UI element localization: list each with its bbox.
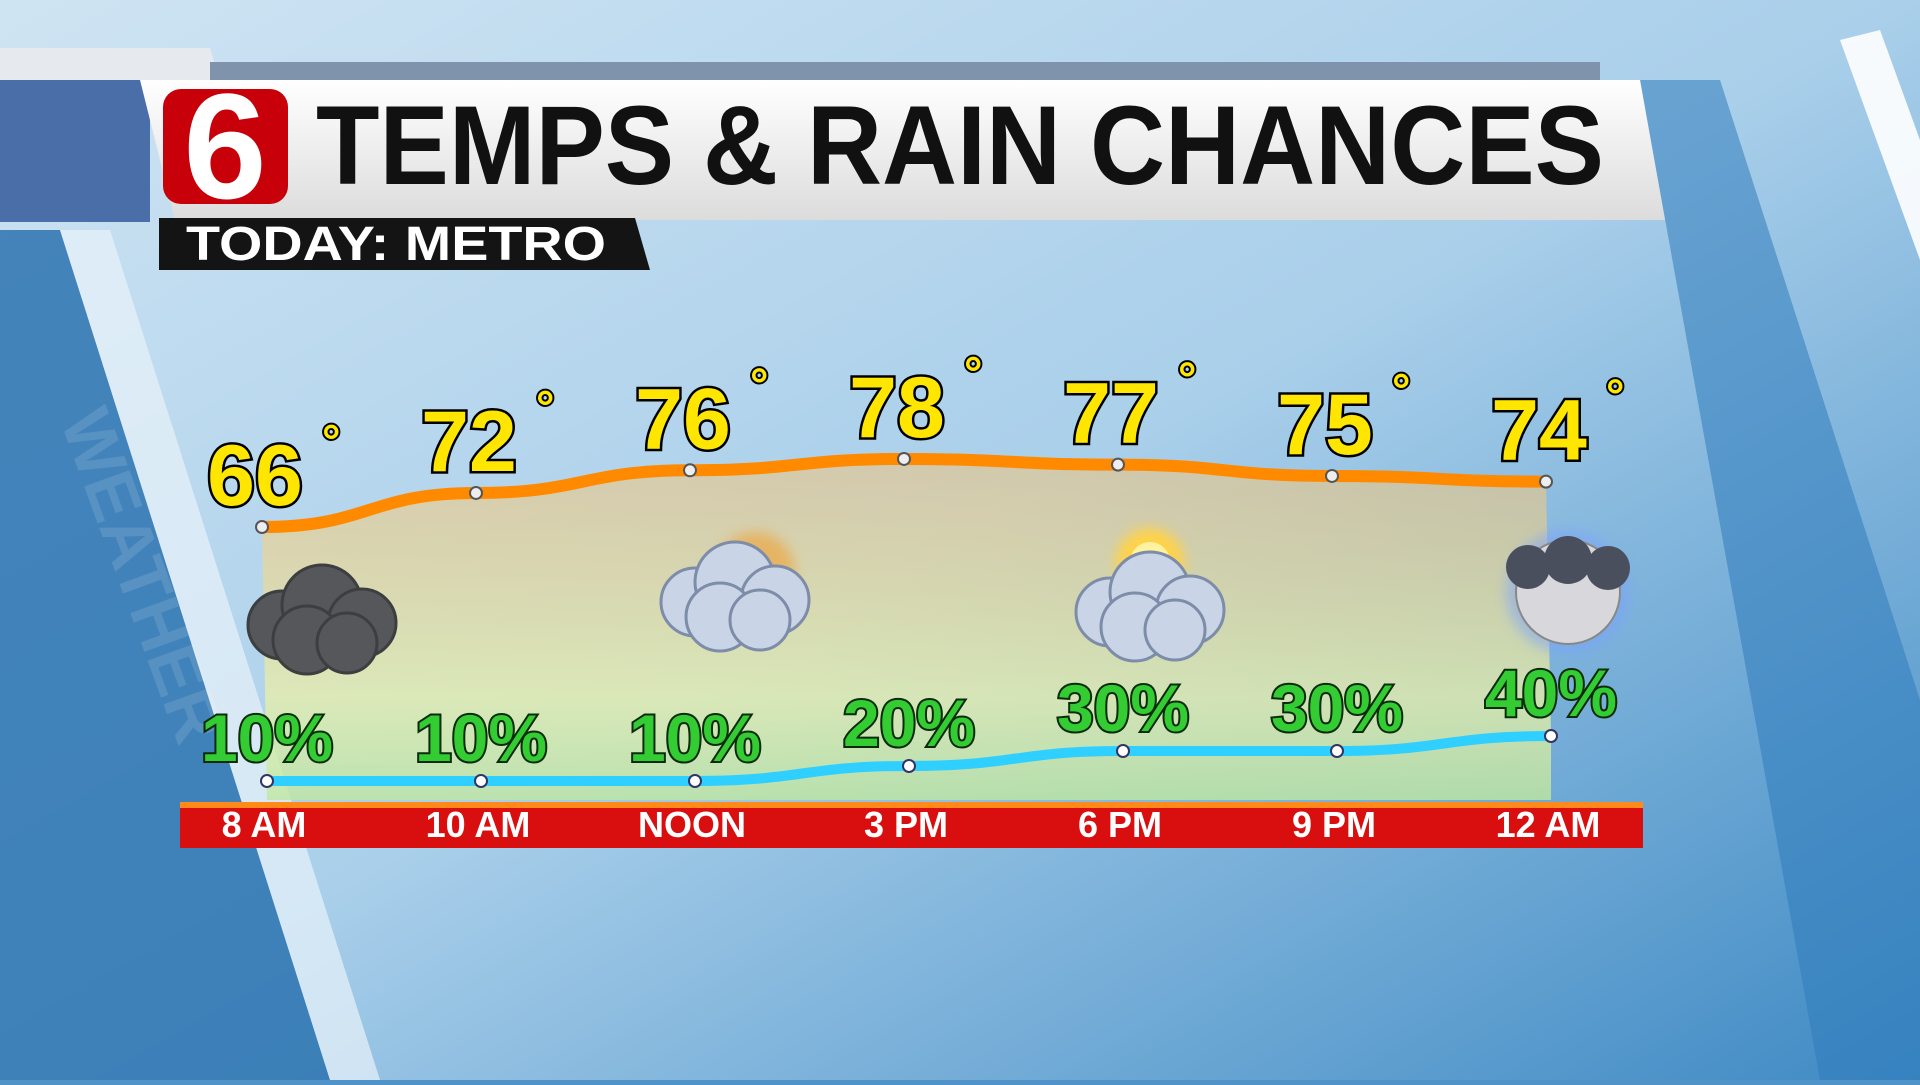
partly-cloudy-night-icon [1506, 530, 1630, 654]
time-labels: 8 AM 10 AM NOON 3 PM 6 PM 9 PM 12 AM [222, 804, 1601, 845]
station-logo: 6 [163, 62, 288, 230]
temp-label: 76 [635, 371, 731, 467]
temp-point [683, 463, 697, 478]
logo-text: 6 [183, 62, 266, 230]
left-stripe-light [60, 230, 380, 1080]
header-top-tab [0, 48, 220, 80]
time-label: NOON [638, 804, 746, 845]
time-label: 12 AM [1496, 804, 1601, 845]
temp-point [1325, 468, 1339, 483]
rain-point [1116, 744, 1130, 758]
temp-label: 72 [421, 394, 517, 490]
rain-point [1544, 729, 1558, 743]
partly-cloudy-icon [659, 532, 811, 653]
temp-point [255, 520, 269, 534]
time-bar-highlight [180, 802, 1643, 808]
time-label: 3 PM [864, 804, 948, 845]
rain-points: 10% 10% 10% 20% 30% 30% 40% [199, 654, 1619, 788]
subtitle: TODAY: METRO [186, 218, 606, 271]
rain-point [688, 774, 702, 788]
partly-sunny-icon [1074, 528, 1226, 663]
rain-point [260, 774, 274, 788]
time-label: 6 PM [1078, 804, 1162, 845]
time-label: 8 AM [222, 804, 307, 845]
rain-label: 30% [1271, 671, 1403, 745]
time-label: 9 PM [1292, 804, 1376, 845]
degree-symbol: ° [1178, 353, 1196, 405]
degree-symbol: ° [1392, 364, 1410, 416]
header-top-strip [210, 62, 1600, 82]
degree-symbol: ° [750, 358, 768, 410]
cloud-puff [1143, 598, 1207, 662]
chart-area-fill [262, 458, 1551, 800]
rain-label: 10% [415, 701, 547, 775]
cloud-puff [728, 588, 792, 652]
rain-point [1330, 744, 1344, 758]
rain-label: 30% [1057, 671, 1189, 745]
time-bar [180, 802, 1643, 848]
cloud-puff [315, 611, 379, 675]
page-title: TEMPS & RAIN CHANCES [316, 83, 1604, 208]
header-left-block [0, 80, 150, 222]
cloud-puff [1586, 546, 1630, 590]
temp-label: 78 [849, 360, 945, 456]
rain-point [902, 759, 916, 773]
temp-label: 74 [1491, 383, 1587, 479]
weather-icons [246, 528, 1630, 676]
left-stripe [0, 230, 330, 1080]
rain-point [474, 774, 488, 788]
rain-label: 20% [843, 686, 975, 760]
rain-label: 40% [1485, 656, 1617, 730]
degree-symbol: ° [322, 415, 340, 467]
degree-symbol: ° [1606, 370, 1624, 422]
degree-symbol: ° [536, 381, 554, 433]
degree-symbol: ° [964, 347, 982, 399]
temp-point [1539, 474, 1553, 489]
temp-label: 75 [1277, 377, 1373, 473]
cloud-puff [1544, 536, 1592, 584]
header-bar [140, 80, 1665, 220]
cloud-puff [1506, 545, 1550, 589]
temp-point [1111, 457, 1125, 472]
temp-label: 77 [1063, 366, 1159, 462]
time-label: 10 AM [426, 804, 531, 845]
subtitle-tab [159, 218, 650, 270]
cloudy-icon [246, 563, 398, 676]
rain-label: 10% [629, 701, 761, 775]
temp-points: 66 ° 72 ° 76 ° 78 ° 77 ° 75 ° 74 ° [205, 345, 1626, 534]
temp-point [469, 485, 483, 500]
right-stripe [1640, 80, 1920, 1080]
right-white-stripe [1840, 30, 1920, 260]
temp-label: 66 [207, 428, 303, 524]
rain-label: 10% [201, 701, 333, 775]
temp-point [897, 451, 911, 466]
